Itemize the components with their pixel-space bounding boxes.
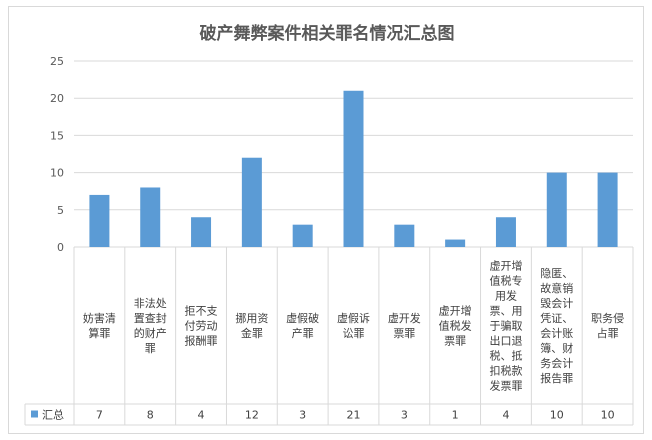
bar [445, 239, 466, 247]
legend-key [31, 410, 38, 418]
category-label: 挪用资金罪 [235, 311, 268, 340]
y-tick-label: 5 [57, 204, 64, 217]
bar [343, 90, 364, 247]
bar [546, 172, 567, 247]
data-value: 8 [147, 409, 154, 422]
y-tick-label: 25 [50, 55, 64, 68]
data-table: 妨害清算罪非法处置查封的财产罪拒不支付劳动报酬罪挪用资金罪虚假破产罪虚假诉讼罪虚… [24, 247, 634, 426]
bar [241, 157, 262, 247]
category-label: 隐匿、故意销毁会计凭证、会计账簿、财务会计报告罪 [540, 267, 573, 385]
category-label: 非法处置查封的财产罪 [134, 296, 167, 355]
bar [495, 217, 516, 247]
y-axis-ticks: 0 5 10 15 20 25 [50, 55, 64, 254]
category-label: 职务侵占罪 [591, 312, 624, 340]
data-value: 4 [502, 409, 509, 422]
data-value: 1 [452, 409, 459, 422]
data-value: 21 [347, 409, 361, 422]
data-value: 10 [601, 409, 615, 422]
category-label: 虚开增值税专用发票、用于骗取出口退税、抵扣税款发票罪 [489, 259, 522, 393]
y-tick-label: 20 [50, 92, 64, 105]
bar [89, 194, 110, 247]
category-label: 拒不支付劳动报酬罪 [185, 305, 218, 348]
chart-frame: 破产舞弊案件相关罪名情况汇总图 0 5 10 15 20 25 妨害清算罪 非法处置查封的财… [8, 6, 644, 434]
bar [191, 217, 212, 247]
bar-chart: 破产舞弊案件相关罪名情况汇总图 0 5 10 15 20 25 妨害清算罪非法处置查封的财… [24, 23, 634, 426]
bar [597, 172, 618, 247]
bars [89, 90, 618, 247]
data-value: 7 [96, 409, 103, 422]
y-tick-label: 10 [50, 167, 64, 180]
y-tick-label: 0 [57, 241, 64, 254]
legend-label: 汇总 [42, 408, 64, 422]
category-label: 虚假诉讼罪 [337, 311, 370, 340]
bar [140, 187, 161, 247]
data-value: 3 [401, 409, 408, 422]
data-value: 10 [550, 409, 564, 422]
bar [394, 224, 415, 247]
bar [292, 224, 313, 247]
category-label: 虚开发票罪 [388, 311, 421, 340]
data-value: 4 [198, 409, 205, 422]
category-label: 虚假破产罪 [286, 311, 319, 340]
category-label: 虚开增值税发票罪 [439, 304, 472, 348]
category-label: 妨害清算罪 [83, 311, 116, 340]
data-value: 12 [245, 409, 259, 422]
y-tick-label: 15 [50, 129, 64, 142]
data-value: 3 [299, 409, 306, 422]
chart-title: 破产舞弊案件相关罪名情况汇总图 [200, 23, 455, 44]
